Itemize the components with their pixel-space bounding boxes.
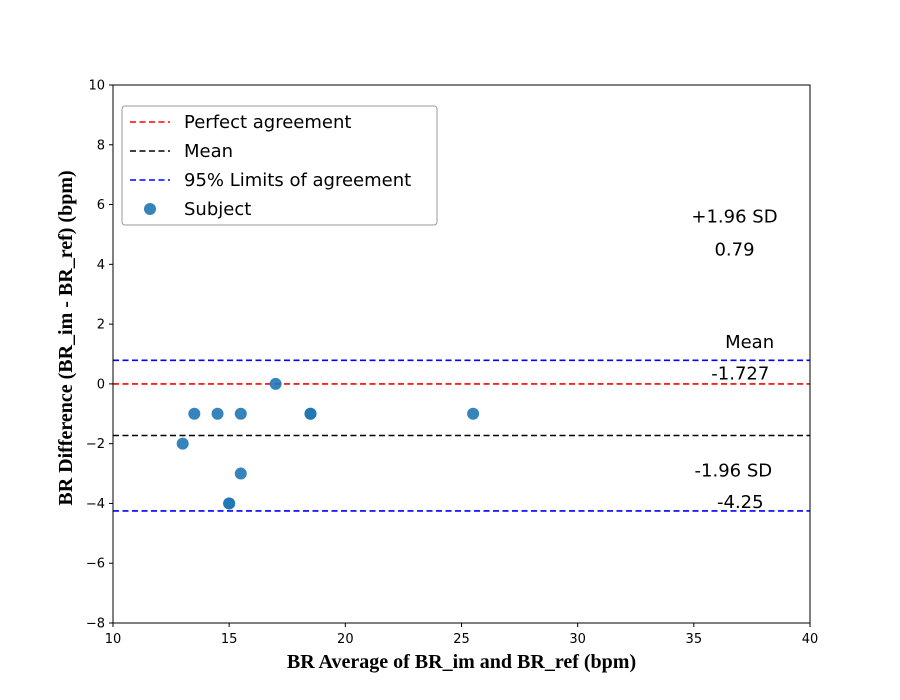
y-tick-label: 0 [97,377,105,392]
data-point [467,407,480,420]
y-axis-title: BR Difference (BR_im - BR_ref) (bpm) [55,170,77,505]
x-tick-label: 20 [337,632,354,647]
x-tick-label: 30 [569,632,586,647]
annotation-5: -4.25 [717,492,764,513]
legend-label: 95% Limits of agreement [184,170,411,191]
y-tick-label: 8 [97,138,105,153]
y-tick-label: 4 [97,258,105,273]
y-tick-label: −6 [86,557,105,572]
annotations: +1.96 SD 0.79 Mean -1.727 -1.96 SD -4.25 [691,206,777,512]
plot-area [112,84,811,624]
x-tick-label: 10 [105,632,122,647]
x-tick-label: 35 [686,632,703,647]
data-point [176,437,189,450]
y-tick-label: −4 [86,497,105,512]
data-point [304,407,317,420]
legend-label: Mean [184,141,233,162]
y-tick-label: −8 [86,617,105,632]
y-tick-label: −2 [86,437,105,452]
x-axis-title: BR Average of BR_im and BR_ref (bpm) [287,651,636,673]
data-point [223,497,236,510]
x-tick-label: 40 [802,632,819,647]
legend: Perfect agreement Mean 95% Limits of agree… [121,105,438,226]
y-tick-label: 10 [88,79,105,94]
legend-box [121,105,438,226]
annotation-2: Mean [725,332,774,353]
annotation-3: -1.727 [711,363,769,384]
legend-label: Perfect agreement [184,112,351,133]
annotation-4: -1.96 SD [695,461,773,482]
annotation-0: +1.96 SD [691,206,777,227]
legend-swatch [144,203,156,215]
y-tick-label: 2 [97,318,105,333]
data-point [269,377,282,390]
x-tick-label: 15 [221,632,238,647]
legend-label: Subject [184,199,251,220]
annotation-1: 0.79 [714,239,754,260]
x-tick-label: 25 [453,632,470,647]
data-point [234,467,247,480]
axis-ticks: 10 15 20 25 30 35 40 −8 −6 −4 −2 0 2 4 6 8 10 [86,79,818,648]
data-point [188,407,201,420]
y-tick-label: 6 [97,198,105,213]
data-point [211,407,224,420]
data-point [234,407,247,420]
